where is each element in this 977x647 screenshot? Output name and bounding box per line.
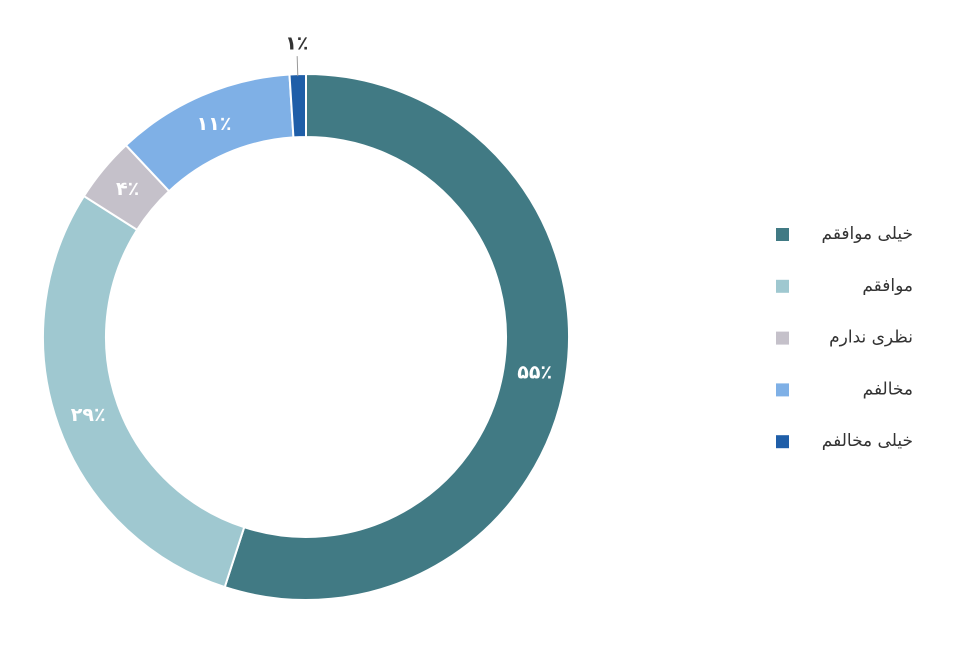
- value-label: ۱٪: [285, 33, 308, 55]
- legend-label: مخالفم: [863, 379, 913, 399]
- legend-swatch: [776, 331, 789, 345]
- legend-label: نظری ندارم: [829, 328, 913, 348]
- legend-label: موافقم: [862, 276, 913, 296]
- leader-line: [296, 56, 299, 77]
- value-label: ۴٪: [116, 178, 139, 200]
- legend-swatch: [776, 435, 789, 449]
- value-label: ۲۹٪: [71, 404, 106, 426]
- value-label: ۵۵٪: [517, 362, 552, 384]
- legend-swatch: [776, 279, 789, 293]
- legend-label: خیلی مخالفم: [822, 431, 913, 451]
- donut-segment: [223, 72, 570, 601]
- donut-segment: [288, 72, 307, 139]
- donut-segment: [42, 194, 246, 589]
- value-label: ۱۱٪: [197, 113, 232, 135]
- legend-swatch: [776, 383, 789, 397]
- legend-swatch: [776, 228, 789, 241]
- legend-label: خیلی موافقم: [822, 224, 914, 244]
